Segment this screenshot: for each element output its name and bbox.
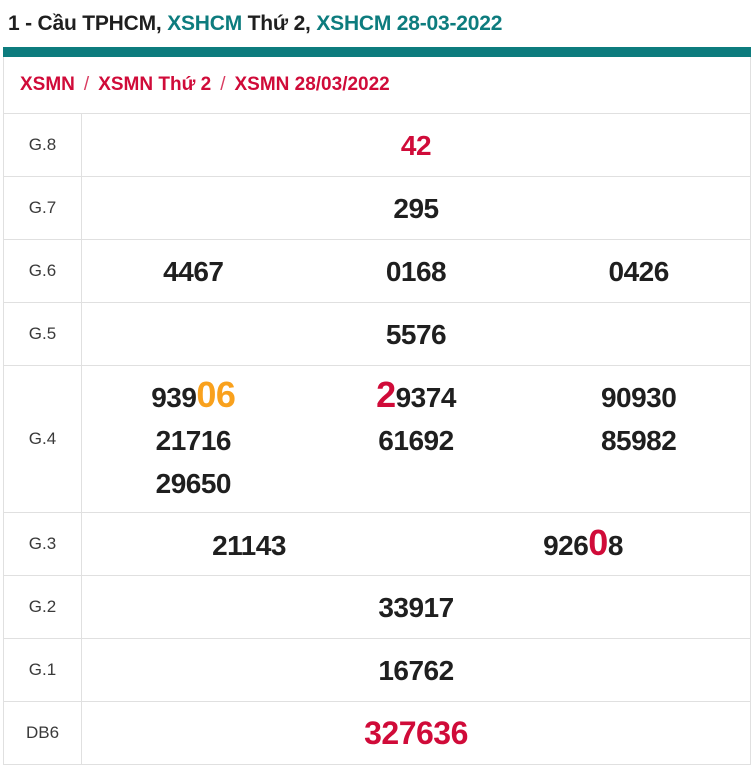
title-text: 1 - Cầu TPHCM, (8, 12, 168, 35)
result-number: 85982 (527, 419, 750, 462)
result-number: 21716 (82, 419, 305, 462)
table-row: G.8 42 (4, 114, 750, 177)
result-digit-segment: 42 (400, 129, 432, 161)
prize-values: 21143 92608 (82, 513, 750, 575)
result-number: 0426 (527, 250, 750, 293)
result-digit-segment: 9374 (395, 382, 457, 413)
table-row: DB6 327636 (4, 702, 750, 765)
prize-values: 5576 (82, 303, 750, 365)
result-digit-segment: 16762 (378, 654, 454, 686)
result-digit-segment: 85982 (600, 425, 677, 456)
teal-divider-bar (3, 47, 751, 57)
result-digit-segment: 0168 (385, 255, 447, 287)
prize-label: G.4 (4, 366, 82, 512)
result-digit-segment: 939 (151, 382, 197, 413)
result-number: 42 (82, 124, 750, 167)
breadcrumb: XSMN / XSMN Thứ 2 / XSMN 28/03/2022 (4, 57, 750, 114)
result-digit-segment: 21716 (155, 425, 232, 456)
results-panel: XSMN / XSMN Thứ 2 / XSMN 28/03/2022 G.8 42 G.7… (3, 57, 751, 765)
result-number: 0168 (305, 250, 528, 293)
result-number: 5576 (82, 313, 750, 356)
result-number: 29650 (82, 462, 305, 505)
table-row: G.6 4467 0168 0426 (4, 240, 750, 303)
result-number: 4467 (82, 250, 305, 293)
table-row: G.1 16762 (4, 639, 750, 702)
breadcrumb-separator: / (220, 74, 226, 95)
result-number: 90930 (527, 376, 750, 419)
results-table: G.8 42 G.7 295 G.6 4467 0168 0426 G.5 5576 G.4 9390… (4, 114, 750, 765)
prize-label: G.3 (4, 513, 82, 575)
table-row: G.7 295 (4, 177, 750, 240)
result-number: 92608 (416, 521, 750, 567)
result-digit-segment: 4467 (163, 255, 224, 287)
table-row: G.2 33917 (4, 576, 750, 639)
prize-values: 16762 (82, 639, 750, 701)
result-number: 21143 (82, 524, 416, 567)
prize-label: DB6 (4, 702, 82, 764)
result-digit-segment: 06 (196, 374, 236, 415)
result-number: 16762 (82, 649, 750, 692)
result-number: 93906 (82, 373, 305, 419)
breadcrumb-item[interactable]: XSMN 28/03/2022 (234, 74, 390, 95)
result-number: 61692 (305, 419, 528, 462)
result-digit-segment: 327636 (364, 714, 468, 751)
result-digit-segment: 8 (607, 530, 624, 561)
result-digit-segment: 61692 (378, 425, 454, 456)
prize-values: 4467 0168 0426 (82, 240, 750, 302)
result-digit-segment: 90930 (600, 382, 677, 413)
result-digit-segment: 33917 (378, 591, 454, 623)
prize-label: G.8 (4, 114, 82, 176)
prize-values: 42 (82, 114, 750, 176)
page-title: 1 - Cầu TPHCM, XSHCM Thứ 2, XSHCM 28-03-… (0, 0, 754, 38)
result-digit-segment: 0 (588, 522, 608, 563)
result-number: 327636 (82, 712, 750, 755)
title-link[interactable]: XSHCM 28-03-2022 (316, 12, 503, 35)
table-row: G.5 5576 (4, 303, 750, 366)
result-number: 295 (82, 187, 750, 230)
prize-label: G.6 (4, 240, 82, 302)
result-digit-segment: 5576 (385, 318, 447, 350)
title-link[interactable]: XSHCM (167, 12, 248, 35)
result-digit-segment: 21143 (212, 530, 286, 561)
prize-values: 33917 (82, 576, 750, 638)
title-text: Thứ 2, (247, 12, 317, 35)
prize-values: 295 (82, 177, 750, 239)
result-digit-segment: 2 (376, 374, 396, 415)
table-row: G.4 93906 29374 90930 21716 61692 85982 29650 (4, 366, 750, 513)
breadcrumb-item[interactable]: XSMN (20, 74, 75, 95)
result-number: 33917 (82, 586, 750, 629)
table-row: G.3 21143 92608 (4, 513, 750, 576)
prize-values: 327636 (82, 702, 750, 764)
prize-label: G.5 (4, 303, 82, 365)
prize-label: G.1 (4, 639, 82, 701)
prize-label: G.7 (4, 177, 82, 239)
result-number: 29374 (305, 373, 528, 419)
breadcrumb-separator: / (83, 74, 90, 95)
result-digit-segment: 29650 (155, 468, 232, 499)
breadcrumb-item[interactable]: XSMN Thứ 2 (98, 74, 212, 95)
result-digit-segment: 0426 (608, 255, 670, 287)
result-digit-segment: 926 (543, 530, 589, 561)
prize-label: G.2 (4, 576, 82, 638)
prize-values: 93906 29374 90930 21716 61692 85982 29650 (82, 366, 750, 512)
result-digit-segment: 295 (393, 192, 439, 224)
